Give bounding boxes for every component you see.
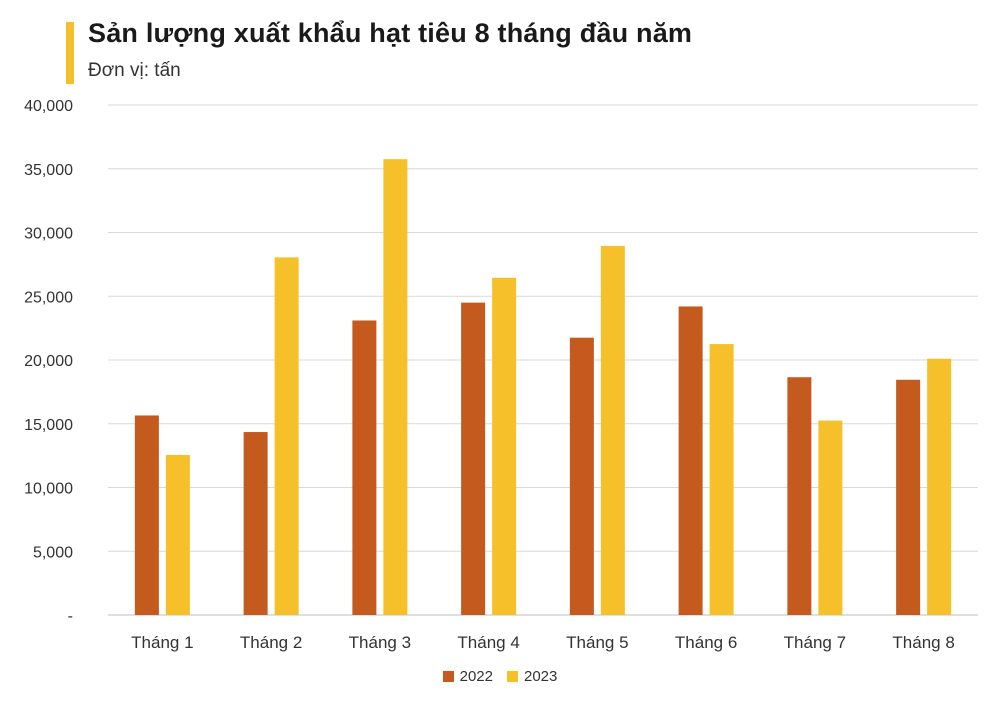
bar-2023: [165, 454, 190, 615]
y-tick-label: 30,000: [24, 226, 73, 243]
bar-2022: [243, 432, 268, 615]
bar-2022: [461, 302, 486, 615]
y-tick-label: 25,000: [24, 289, 73, 306]
chart-subtitle: Đơn vị: tấn: [88, 60, 181, 81]
y-tick-label: 20,000: [24, 353, 73, 370]
x-tick-label: Tháng 4: [457, 633, 519, 652]
y-tick-label: 35,000: [24, 162, 73, 179]
bar-2023: [492, 277, 517, 615]
bar-2022: [352, 320, 377, 615]
legend: 2022 2023: [0, 668, 1000, 685]
bar-2023: [600, 245, 625, 615]
legend-label-2023: 2023: [524, 668, 558, 685]
legend-swatch-2022: [442, 671, 454, 682]
bar-2022: [896, 379, 921, 615]
x-tick-label: Tháng 8: [892, 633, 954, 652]
y-tick-label: 40,000: [24, 98, 73, 115]
bar-2023: [818, 420, 843, 615]
y-tick-label: 10,000: [24, 481, 73, 498]
bar-2022: [787, 377, 812, 615]
bar-2023: [274, 257, 299, 615]
bar-2022: [134, 415, 159, 615]
bar-2022: [569, 337, 594, 615]
bar-2023: [927, 358, 952, 615]
x-tick-label: Tháng 5: [566, 633, 628, 652]
x-tick-label: Tháng 3: [349, 633, 411, 652]
legend-item-2023: 2023: [507, 668, 557, 685]
legend-item-2022: 2022: [442, 668, 493, 685]
x-tick-label: Tháng 1: [131, 633, 193, 652]
y-tick-label: 15,000: [24, 417, 73, 434]
bar-2023: [383, 159, 408, 615]
chart-title: Sản lượng xuất khẩu hạt tiêu 8 tháng đầu…: [88, 18, 693, 48]
y-tick-label: 5,000: [33, 544, 73, 561]
x-tick-label: Tháng 7: [784, 633, 846, 652]
legend-swatch-2023: [507, 671, 518, 682]
title-accent-bar: [66, 22, 74, 84]
bar-2022: [678, 306, 703, 615]
x-tick-label: Tháng 6: [675, 633, 737, 652]
x-tick-label: Tháng 2: [240, 633, 302, 652]
legend-label-2022: 2022: [459, 668, 493, 685]
bar-2023: [709, 344, 734, 615]
y-tick-label: -: [68, 608, 73, 625]
